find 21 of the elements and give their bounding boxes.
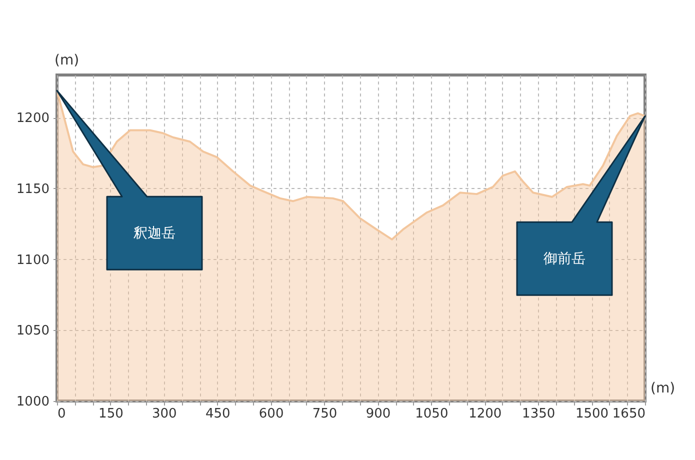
x-tick-label: 900 xyxy=(366,406,391,422)
annotation: 御前岳 xyxy=(544,251,586,268)
x-tick-label: 450 xyxy=(205,406,230,422)
y-tick-label: 1150 xyxy=(16,182,50,197)
x-tick-label: 1500 xyxy=(576,406,609,422)
annotation: 釈迦岳 xyxy=(134,226,176,242)
x-axis-title: (m) xyxy=(650,380,676,396)
x-tick-label: 150 xyxy=(98,406,124,422)
x-tick-label: 1650 xyxy=(612,406,646,422)
y-tick-label: 1050 xyxy=(16,324,50,339)
x-tick-label: 1200 xyxy=(468,406,502,422)
x-tick-label: 1050 xyxy=(415,406,448,422)
y-tick-label: 1000 xyxy=(16,394,50,410)
x-tick-label: 1350 xyxy=(522,406,556,422)
x-tick-label: 600 xyxy=(258,406,284,422)
y-axis-title: (m) xyxy=(54,52,80,68)
y-tick-label: 1200 xyxy=(16,111,50,126)
x-tick-label: 750 xyxy=(312,406,338,422)
y-tick-label: 1100 xyxy=(16,252,50,268)
x-tick-label: 0 xyxy=(58,406,66,422)
x-tick-label: 300 xyxy=(152,406,177,422)
